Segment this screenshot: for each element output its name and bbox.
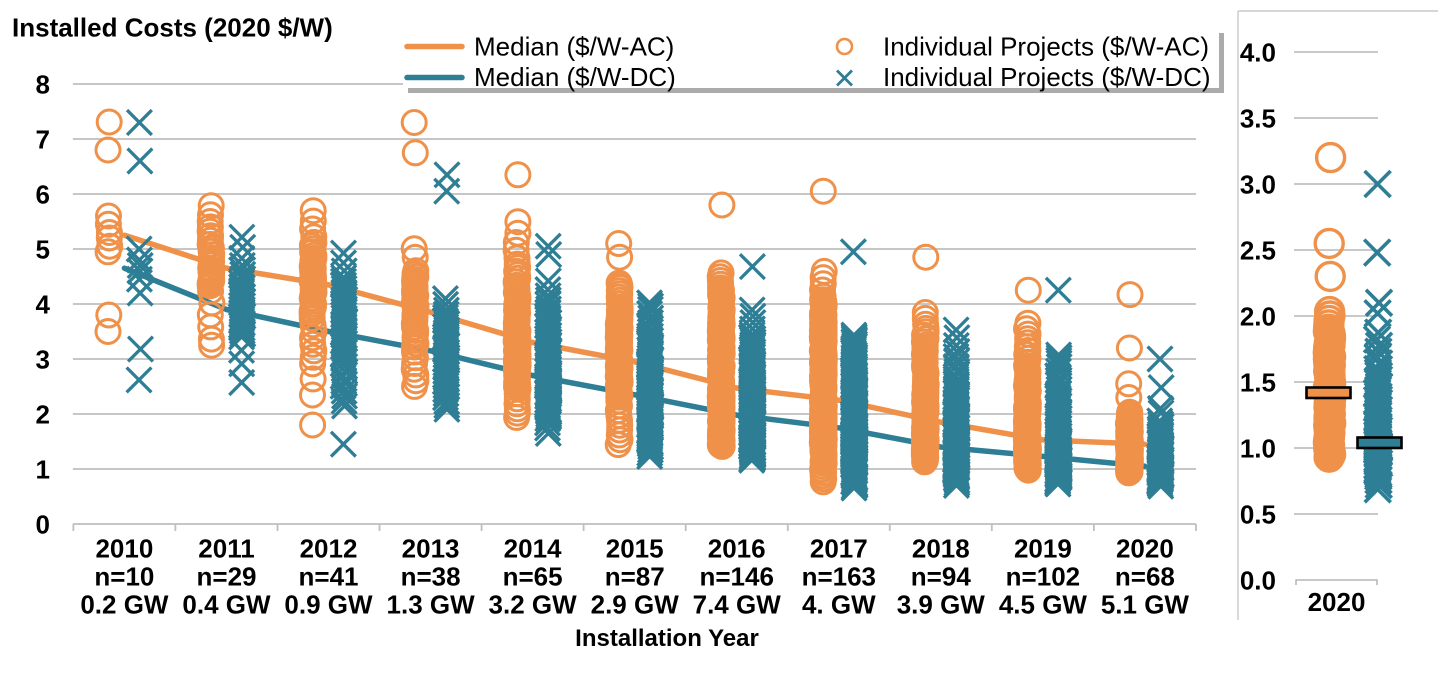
svg-text:Installed Costs (2020 $/W): Installed Costs (2020 $/W) — [12, 13, 333, 43]
svg-text:0: 0 — [36, 509, 50, 539]
svg-text:2014: 2014 — [504, 534, 562, 564]
svg-text:6: 6 — [36, 179, 50, 209]
svg-text:5: 5 — [36, 234, 50, 264]
svg-text:n=65: n=65 — [503, 562, 563, 592]
svg-text:Individual Projects ($/W-DC): Individual Projects ($/W-DC) — [883, 62, 1211, 92]
svg-text:Median ($/W-DC): Median ($/W-DC) — [474, 62, 676, 92]
svg-text:2016: 2016 — [708, 534, 766, 564]
svg-text:3.0: 3.0 — [1240, 169, 1276, 199]
svg-text:2012: 2012 — [300, 534, 358, 564]
svg-text:Median ($/W-AC): Median ($/W-AC) — [474, 32, 674, 62]
svg-text:n=68: n=68 — [1115, 562, 1175, 592]
svg-text:0.9 GW: 0.9 GW — [284, 590, 373, 620]
svg-text:n=10: n=10 — [94, 562, 154, 592]
svg-text:n=41: n=41 — [299, 562, 359, 592]
svg-text:8: 8 — [36, 69, 50, 99]
svg-text:2020: 2020 — [1116, 534, 1174, 564]
svg-text:Individual Projects ($/W-AC): Individual Projects ($/W-AC) — [883, 32, 1209, 62]
svg-text:3.9 GW: 3.9 GW — [897, 590, 986, 620]
svg-text:n=102: n=102 — [1006, 562, 1080, 592]
svg-text:0.2 GW: 0.2 GW — [80, 590, 169, 620]
svg-text:2.9 GW: 2.9 GW — [591, 590, 680, 620]
svg-text:2.5: 2.5 — [1240, 235, 1276, 265]
svg-text:n=146: n=146 — [699, 562, 773, 592]
svg-text:n=87: n=87 — [605, 562, 665, 592]
svg-text:7: 7 — [36, 124, 50, 154]
svg-text:2019: 2019 — [1014, 534, 1072, 564]
svg-text:n=163: n=163 — [802, 562, 876, 592]
svg-text:4: 4 — [36, 289, 51, 319]
svg-text:2020: 2020 — [1308, 587, 1366, 617]
svg-text:0.5: 0.5 — [1240, 499, 1276, 529]
svg-text:4. GW: 4. GW — [802, 590, 876, 620]
svg-text:4.0: 4.0 — [1240, 37, 1276, 67]
svg-text:4.5 GW: 4.5 GW — [999, 590, 1088, 620]
svg-text:3.5: 3.5 — [1240, 103, 1276, 133]
svg-text:0.4 GW: 0.4 GW — [182, 590, 271, 620]
svg-text:5.1 GW: 5.1 GW — [1101, 590, 1190, 620]
svg-text:1.0: 1.0 — [1240, 433, 1276, 463]
svg-text:3.2 GW: 3.2 GW — [489, 590, 578, 620]
svg-text:2.0: 2.0 — [1240, 301, 1276, 331]
svg-text:2015: 2015 — [606, 534, 664, 564]
svg-text:2010: 2010 — [95, 534, 153, 564]
svg-text:7.4 GW: 7.4 GW — [693, 590, 782, 620]
svg-text:2011: 2011 — [198, 534, 254, 564]
svg-text:3: 3 — [36, 344, 50, 374]
svg-text:n=94: n=94 — [911, 562, 972, 592]
svg-text:Installation Year: Installation Year — [575, 625, 759, 652]
svg-text:2018: 2018 — [912, 534, 970, 564]
svg-text:2013: 2013 — [402, 534, 460, 564]
svg-text:n=29: n=29 — [197, 562, 257, 592]
svg-text:1.5: 1.5 — [1240, 367, 1276, 397]
svg-text:1: 1 — [36, 454, 50, 484]
svg-text:2017: 2017 — [810, 534, 868, 564]
svg-text:1.3 GW: 1.3 GW — [387, 590, 476, 620]
svg-text:0.0: 0.0 — [1240, 565, 1276, 595]
svg-text:n=38: n=38 — [401, 562, 461, 592]
svg-text:2: 2 — [36, 399, 50, 429]
